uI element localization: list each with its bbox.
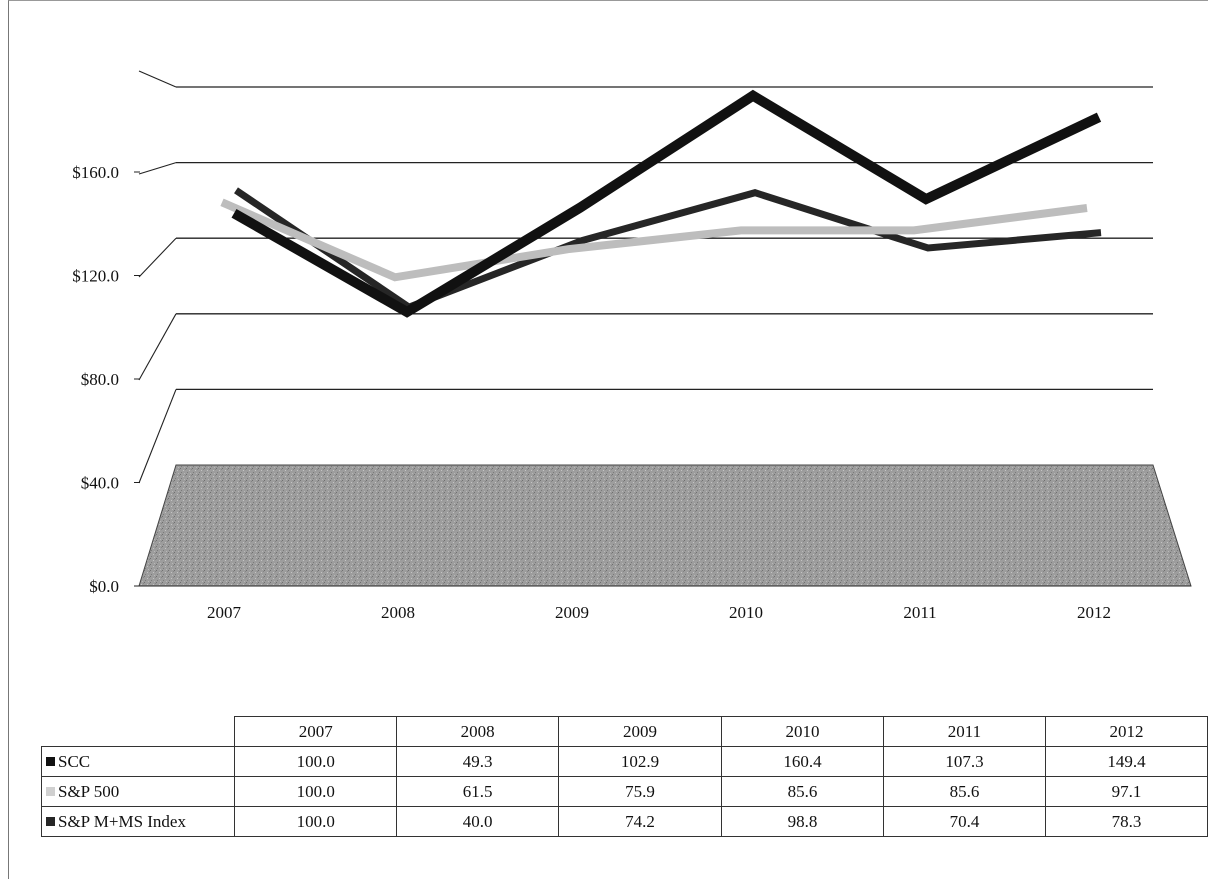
legend-key-icon [46,786,55,796]
table-cell: 75.9 [558,776,723,807]
legend-key-icon [46,756,55,766]
row-header-sp500: S&P 500 [40,776,236,807]
table-cell: 100.0 [234,746,398,777]
column-header: 2009 [558,716,723,747]
gridline-depth [138,237,177,278]
table-cell: 74.2 [558,806,723,837]
column-header: 2011 [883,716,1046,747]
table-header-row: 2007 2008 2009 2010 2011 2012 [41,716,1208,747]
chart-area: $0.0$40.0$80.0$120.0$160.0 2007 2008 2009 2… [72,70,1192,622]
table-cell: 49.3 [396,746,560,777]
series-line-scc [231,89,1102,318]
table-row: SCC 100.0 49.3 102.9 160.4 107.3 149.4 [40,746,1208,777]
gridline-depth [138,313,177,381]
gridline-depth [138,70,177,88]
data-table: 2007 2008 2009 2010 2011 2012 SCC 100.0 … [40,716,1208,837]
chart-back-wall [138,70,1153,484]
column-header: 2008 [396,716,560,747]
table-cell: 160.4 [721,746,884,777]
y-tick-label: $0.0 [89,577,119,596]
series-label: SCC [58,751,91,771]
y-tick-label: $120.0 [72,267,119,286]
table-cell: 102.9 [558,746,723,777]
table-cell: 85.6 [721,776,884,807]
series-line-s-p-m-ms-index [234,187,1102,312]
y-tick-label: $160.0 [72,163,119,182]
y-tick-label: $80.0 [81,370,119,389]
table-cell: 98.8 [721,806,884,837]
chart-frame [8,0,1208,879]
legend-key-icon [46,816,55,826]
row-header-spmms: S&P M+MS Index [40,806,236,837]
table-row: S&P 500 100.0 61.5 75.9 85.6 85.6 97.1 [40,776,1208,807]
series-label: S&P 500 [58,781,120,801]
chart-floor [138,464,1192,587]
x-tick-label: 2011 [903,603,936,622]
table-cell: 85.6 [883,776,1046,807]
column-header: 2010 [721,716,884,747]
column-header: 2007 [234,716,398,747]
table-cell: 149.4 [1044,746,1208,777]
x-axis: 2007 2008 2009 2010 2011 2012 [207,603,1111,622]
y-tick-label: $40.0 [81,474,119,493]
x-tick-label: 2009 [555,603,589,622]
column-header: 2012 [1044,716,1208,747]
x-tick-label: 2012 [1077,603,1111,622]
series-line-s-p-500 [220,198,1088,282]
gridline-depth [138,389,177,484]
table-cell: 40.0 [396,806,560,837]
table-cell: 100.0 [234,776,398,807]
gridline-depth [138,162,177,175]
table-cell: 100.0 [234,806,398,837]
table-cell: 70.4 [883,806,1046,837]
table-cell: 61.5 [396,776,560,807]
table-corner [41,716,236,747]
table-cell: 107.3 [883,746,1046,777]
series-label: S&P M+MS Index [58,811,186,831]
series-layer [220,89,1102,318]
y-axis: $0.0 $40.0 $80.0 $120.0 $160.0 [72,163,1191,596]
table-cell: 78.3 [1044,806,1208,837]
table-cell: 97.1 [1044,776,1208,807]
x-tick-label: 2007 [207,603,242,622]
row-header-scc: SCC [40,746,236,777]
table-row: S&P M+MS Index 100.0 40.0 74.2 98.8 70.4… [40,806,1208,837]
x-tick-label: 2010 [729,603,763,622]
x-tick-label: 2008 [381,603,415,622]
